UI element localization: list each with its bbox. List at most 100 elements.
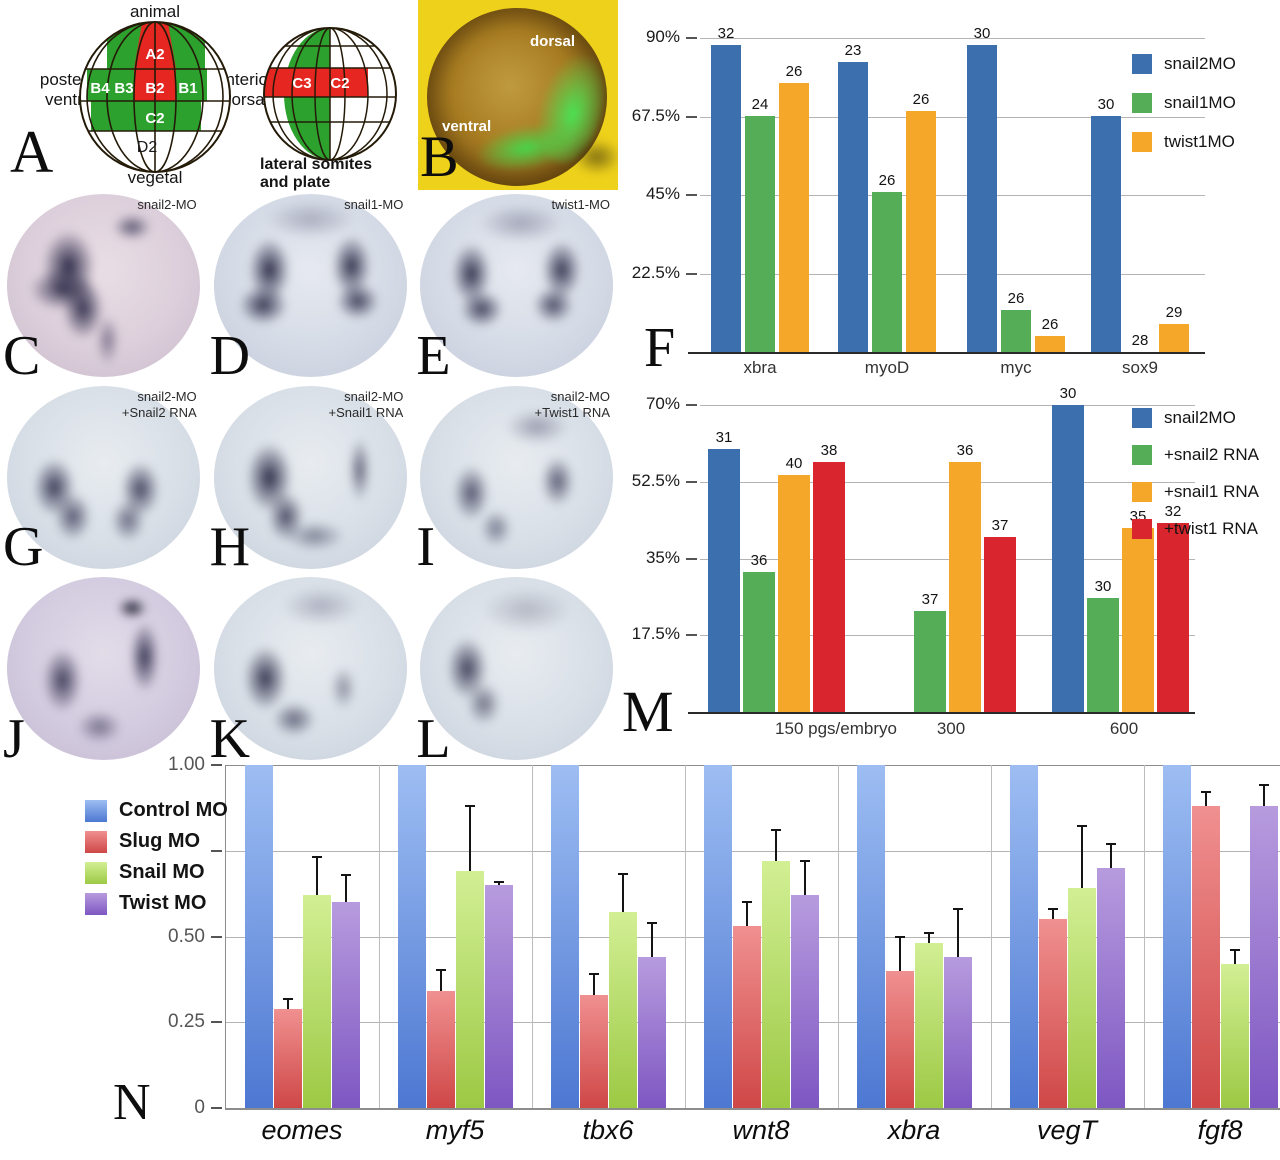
error-bar xyxy=(622,874,624,912)
bar-600-+snail2 RNA xyxy=(1087,598,1119,712)
legend-item-Snail MO: Snail MO xyxy=(85,857,228,888)
axis-label-dorsal: dorsal xyxy=(222,90,269,109)
bar-count-label: 26 xyxy=(878,172,896,189)
legend-swatch xyxy=(1132,131,1152,152)
bar-myf5-Slug MO xyxy=(427,991,455,1108)
y-tick-17.5 xyxy=(686,634,697,637)
y-axis-label: 0 xyxy=(194,1097,205,1118)
legend-label: twist1MO xyxy=(1164,131,1235,151)
embryo-image xyxy=(7,385,200,569)
bar-wnt8-Control MO xyxy=(704,765,732,1108)
error-bar xyxy=(775,830,777,861)
y-axis-label: 0.25 xyxy=(168,1011,205,1033)
bar-myoD-snail2MO xyxy=(838,62,868,352)
group-separator xyxy=(379,765,380,1108)
error-bar-cap xyxy=(494,881,504,883)
bar-eomes-Slug MO xyxy=(274,1009,302,1108)
legend-item-snail2MO: snail2MO xyxy=(1132,44,1236,83)
bar-count-label: 32 xyxy=(717,25,735,42)
cell-label-b2: B2 xyxy=(145,80,164,97)
legend-swatch xyxy=(85,861,107,884)
treatment-label: twist1-MO xyxy=(551,197,611,212)
bar-xbra-twist1MO xyxy=(779,83,809,352)
error-bar-cap xyxy=(647,922,657,924)
y-tick-0.5 xyxy=(211,935,222,938)
error-bar xyxy=(1110,844,1112,868)
somite-caption-line1: lateral somites xyxy=(260,156,373,173)
error-bar-cap xyxy=(465,805,475,807)
group-separator xyxy=(532,765,533,1108)
y-axis-label: 52.5% xyxy=(631,470,680,490)
legend-label: snail1MO xyxy=(1164,92,1236,112)
embryo-image xyxy=(420,577,614,761)
embryo-image xyxy=(420,385,614,569)
embryo-panel-E: twist1-MO E xyxy=(413,190,620,384)
bar-count-label: 38 xyxy=(820,442,838,459)
error-bar xyxy=(287,999,289,1009)
embryo-panel-I: snail2-MO +Twist1 RNA I xyxy=(413,382,620,575)
legend-swatch xyxy=(1132,518,1152,539)
error-bar-cap xyxy=(341,874,351,876)
error-bar xyxy=(345,875,347,902)
bar-600-+snail1 RNA xyxy=(1122,528,1154,712)
gridline-22.5 xyxy=(700,273,1205,275)
error-bar-cap xyxy=(1201,791,1211,793)
error-bar-cap xyxy=(283,998,293,1000)
panel-b-fluorescence-photo: dorsal ventral B xyxy=(418,0,618,190)
group-separator xyxy=(685,765,686,1108)
panel-letter-G: G xyxy=(3,516,44,579)
y-tick-1 xyxy=(211,764,222,766)
bar-fgf8-Snail MO xyxy=(1221,964,1249,1108)
axis-label-vegetal: vegetal xyxy=(127,168,183,187)
bar-wnt8-Slug MO xyxy=(733,926,761,1108)
bar-tbx6-Snail MO xyxy=(609,912,637,1108)
gridline-90 xyxy=(700,38,1205,39)
bar-count-label: 26 xyxy=(1007,290,1025,307)
gridline-67.5 xyxy=(700,116,1205,118)
in-situ-stain xyxy=(420,385,614,569)
x-category-label: fgf8 xyxy=(1197,1115,1243,1145)
error-bar xyxy=(651,923,653,957)
error-bar-cap xyxy=(771,829,781,831)
chart-legend: snail2MO +snail2 RNA +snail1 RNA +twist1 RN… xyxy=(1132,399,1259,547)
bar-fgf8-Twist MO xyxy=(1250,806,1278,1108)
bar-count-label: 30 xyxy=(973,25,991,42)
panel-letter-L: L xyxy=(416,708,451,770)
panel-letter-D: D xyxy=(209,324,251,387)
bar-150 pgs/embryo-+snail1 RNA xyxy=(778,475,810,712)
x-category-label: wnt8 xyxy=(732,1115,790,1145)
y-tick-22.5 xyxy=(686,272,697,275)
bar-vegT-Snail MO xyxy=(1068,888,1096,1108)
error-bar-cap xyxy=(1230,949,1240,951)
y-axis-label: 22.5% xyxy=(631,262,680,282)
bar-vegT-Twist MO xyxy=(1097,868,1125,1108)
error-bar-cap xyxy=(895,936,905,938)
legend-item-+snail2 RNA: +snail2 RNA xyxy=(1132,436,1259,473)
x-category-label: myoD xyxy=(864,358,910,377)
panel-letter-B: B xyxy=(420,124,459,189)
bar-count-label: 24 xyxy=(751,96,769,113)
legend-item-Control MO: Control MO xyxy=(85,795,228,826)
bar-count-label: 37 xyxy=(921,591,939,608)
gridline-0.75 xyxy=(225,850,1280,852)
error-bar xyxy=(1052,909,1054,919)
x-category-label: eomes xyxy=(261,1115,343,1145)
error-bar xyxy=(928,933,930,943)
chart-n-qpcr: N 1.00 0.50 0.25 0 eomes myf5 tbx6 wnt8 xbra vegT… xyxy=(0,754,1280,1160)
y-axis-label: 67.5% xyxy=(631,105,680,125)
legend-item-Slug MO: Slug MO xyxy=(85,826,228,857)
error-bar xyxy=(746,902,748,926)
error-bar-cap xyxy=(1259,784,1269,786)
bar-150 pgs/embryo-+snail2 RNA xyxy=(743,572,775,712)
cell-label-b4: B4 xyxy=(90,80,110,97)
legend-swatch xyxy=(85,892,107,915)
legend-label: Twist MO xyxy=(119,892,207,914)
embryo-image xyxy=(7,577,200,761)
embryo-panel-H: snail2-MO +Snail1 RNA H xyxy=(207,382,414,575)
y-axis-label: 1.00 xyxy=(168,754,205,775)
bar-vegT-Control MO xyxy=(1010,765,1038,1108)
y-tick-70 xyxy=(686,404,697,406)
x-category-label: 600 xyxy=(1109,719,1139,738)
